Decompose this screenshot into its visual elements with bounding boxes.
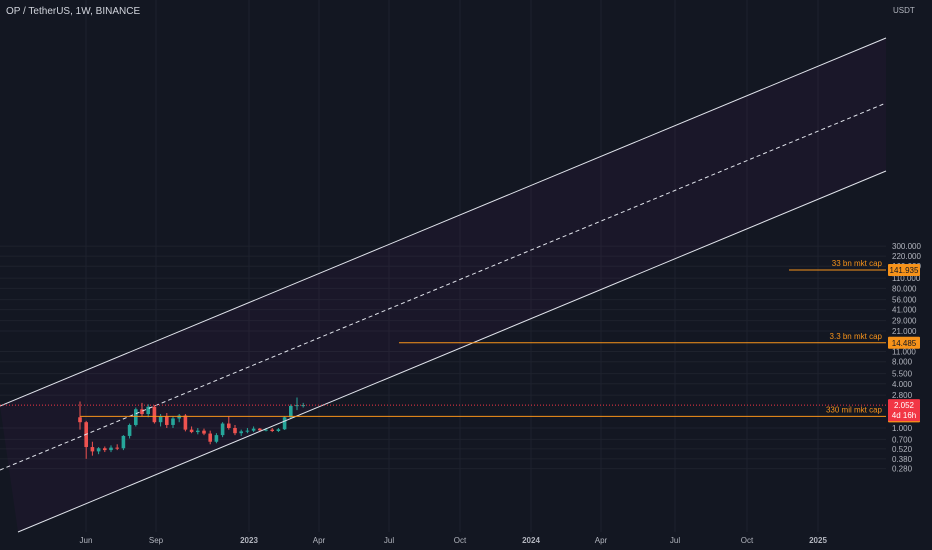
candle-body [258, 428, 262, 431]
level-price-tag [888, 336, 920, 349]
time-axis: Jun Sep 2023 Apr Jul Oct 2024 Apr Jul Oct 2025 [80, 536, 828, 545]
time-tick-label: Sep [149, 536, 164, 545]
price-tick-label: 110.000 [892, 274, 921, 283]
candle-body [165, 416, 169, 425]
price-tick-label: 220.000 [892, 252, 921, 261]
price-tick-label: 80.000 [892, 284, 917, 293]
candle-body [220, 423, 225, 436]
time-tick-label: Oct [741, 536, 754, 545]
channel-fill [0, 38, 886, 532]
candle-body [158, 416, 163, 423]
time-tick-label: Oct [454, 536, 467, 545]
candle-body [214, 435, 219, 442]
price-tick-label: 21.000 [892, 327, 917, 336]
price-tick-label: 56.000 [892, 296, 917, 305]
price-tick-label: 11.000 [892, 348, 916, 357]
candle-body [233, 428, 237, 434]
price-tick-label: 4.000 [892, 380, 913, 389]
candle-body [189, 429, 194, 433]
candle-body [146, 406, 150, 415]
price-tick-label: 0.520 [892, 445, 913, 454]
price-tick-label: 300.000 [892, 242, 921, 251]
symbol-title: OP / TetherUS, 1W, BINANCE [6, 6, 141, 17]
candle-body [208, 433, 212, 442]
candle-body [140, 409, 144, 415]
price-tick-label: 0.280 [892, 465, 913, 474]
price-tick-label: 0.700 [892, 435, 913, 444]
candle-body [245, 430, 250, 432]
candle-body [115, 447, 119, 449]
candle-body [270, 429, 274, 432]
candle-body [289, 405, 293, 418]
candle-body [78, 417, 82, 423]
level-label: 330 mil mkt cap [826, 405, 883, 414]
price-tick-label: 0.380 [892, 455, 913, 464]
time-tick-label: Apr [313, 536, 326, 545]
candle-body [171, 418, 175, 425]
price-tick-label: 41.000 [892, 306, 917, 315]
candle-body [96, 448, 101, 452]
candle-body [183, 415, 188, 430]
last-price-tag [888, 399, 920, 422]
candle-body [227, 423, 231, 428]
time-tick-label: Jul [384, 536, 394, 545]
time-tick-label: Jul [670, 536, 680, 545]
last-price-value: 2.052 [894, 401, 915, 410]
level-label: 3.3 bn mkt cap [830, 332, 883, 341]
candle-body [127, 424, 132, 436]
candle-body [239, 431, 243, 434]
channel-lower-line [17, 170, 887, 533]
time-tick-label: 2024 [522, 536, 540, 545]
price-tick-label: 2.800 [892, 391, 913, 400]
level-price-tag [888, 264, 920, 277]
level-label: 33 bn mkt cap [832, 259, 883, 268]
level-price-tag-text: 141.935 [890, 266, 919, 275]
channel-mid-line [0, 102, 887, 471]
candle-body [202, 430, 206, 434]
currency-label: USDT [893, 6, 915, 15]
price-axis: 300.000220.000160.000110.00080.00056.000… [888, 242, 921, 474]
time-tick-label: 2023 [240, 536, 258, 545]
candle-body [152, 406, 157, 423]
candle-body [177, 415, 181, 419]
bar-countdown: 4d 16h [892, 411, 916, 420]
grid [0, 0, 886, 532]
time-tick-label: Apr [595, 536, 608, 545]
candle-body [196, 430, 200, 433]
price-tick-label: 29.000 [892, 317, 917, 326]
time-tick-label: Jun [80, 536, 93, 545]
overlays: 33 bn mkt cap 3.3 bn mkt cap 330 mil mkt c… [0, 37, 887, 533]
candle-body [103, 448, 107, 451]
candle-body [282, 417, 287, 430]
candle-body [264, 429, 268, 431]
candle-body [295, 405, 299, 407]
candle-body [251, 428, 256, 431]
price-tick-label: 1.000 [892, 424, 913, 433]
candle-body [276, 429, 281, 432]
candle-body [121, 435, 126, 449]
candle-body [134, 409, 138, 425]
candle-body [90, 447, 95, 452]
channel-upper-line [0, 37, 887, 407]
time-tick-label: 2025 [809, 536, 827, 545]
level-price-tag-text: 14.485 [892, 339, 917, 348]
candle-body [109, 447, 113, 451]
price-tick-label: 8.000 [892, 358, 913, 367]
price-tick-label: 5.500 [892, 370, 913, 379]
